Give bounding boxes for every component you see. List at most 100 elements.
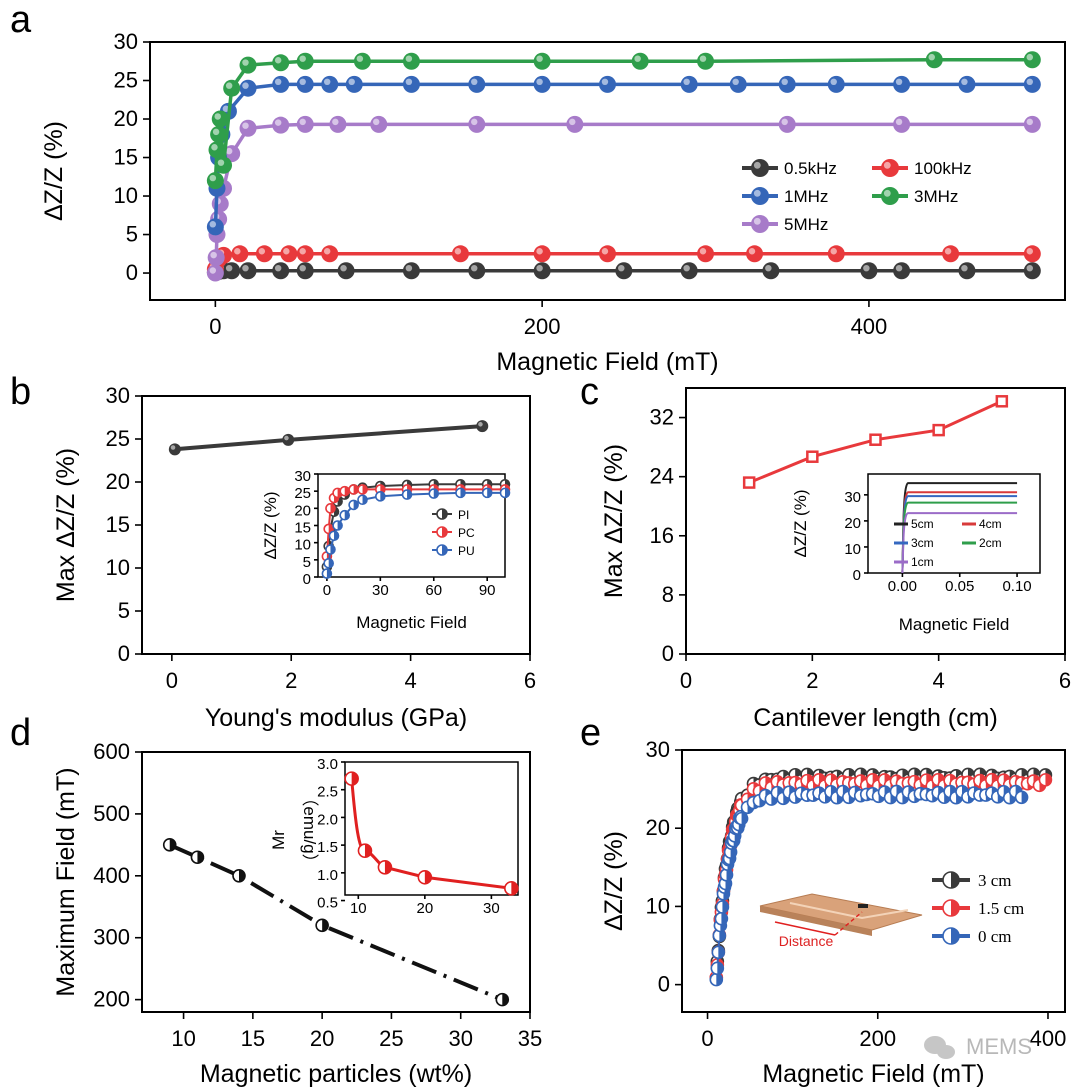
a-point-1-15-body xyxy=(1023,245,1041,263)
a-point-0-10 xyxy=(533,262,551,280)
c-point-1 xyxy=(806,450,819,463)
a-point-4-14-body xyxy=(778,115,796,133)
b-inset-point-2-10 xyxy=(428,488,440,499)
a-point-0-15-shine xyxy=(895,264,903,272)
e-legend-label-1: 1.5 cm xyxy=(978,899,1024,918)
e-distance-arrow xyxy=(774,921,836,936)
a-point-3-4-shine xyxy=(217,159,225,166)
e-x-tick-label: 200 xyxy=(859,1026,896,1051)
c-inset-legend-label-0: 5cm xyxy=(911,517,934,531)
e-point-2-2-half xyxy=(718,946,725,959)
a-point-2-5-shine xyxy=(242,82,249,89)
b-inset-point-1-2 xyxy=(325,503,336,514)
a-x-tick-label: 400 xyxy=(851,314,888,339)
b-inset-y-tick-label: 20 xyxy=(294,502,311,519)
d-inset-y-tick-label: 1.5 xyxy=(317,839,338,856)
b-inset-point-1-1 xyxy=(323,523,334,535)
a-point-2-8-shine xyxy=(323,78,331,86)
d-inset-point-4 xyxy=(504,881,519,896)
a-point-1-7-shine xyxy=(323,248,331,255)
e-point-2-1 xyxy=(710,961,725,976)
d-point-1-half xyxy=(197,851,204,864)
a-point-0-17-shine xyxy=(1026,264,1034,272)
a-point-0-7-body xyxy=(337,262,355,280)
d-inset-point-1-half xyxy=(364,844,372,858)
a-point-2-10-shine xyxy=(405,78,413,86)
a-point-2-18 xyxy=(893,75,911,93)
d-x-tick-label: 25 xyxy=(379,1026,403,1051)
a-point-2-15-shine xyxy=(732,78,739,86)
a-point-1-8-shine xyxy=(454,248,462,255)
a-point-0-14 xyxy=(860,262,878,280)
b-inset-point-2-7 xyxy=(357,494,368,506)
a-x-tick-label: 0 xyxy=(209,314,221,339)
e-point-2-25 xyxy=(734,811,749,826)
b-inset-point-2-6 xyxy=(348,499,359,511)
d-inset-x-tick-label: 30 xyxy=(483,900,500,917)
a-point-3-7 xyxy=(272,54,290,72)
a-point-3-2-body xyxy=(210,125,228,143)
a-point-4-12 xyxy=(468,115,486,133)
d-point-3 xyxy=(315,918,329,933)
a-point-3-14-body xyxy=(925,51,943,69)
a-point-4-10-shine xyxy=(332,118,339,126)
a-point-2-0-shine xyxy=(209,221,217,228)
a-point-2-19-shine xyxy=(961,78,968,86)
b-inset-y-tick-label: 5 xyxy=(303,554,311,571)
b-inset-point-1-5 xyxy=(339,485,351,497)
a-point-3-2-shine xyxy=(212,128,220,136)
a-point-3-6-body xyxy=(239,56,257,74)
a-legend-marker-3-shine xyxy=(883,189,891,197)
a-point-4-7-body xyxy=(239,119,257,137)
d-inset-y-tick-label: 2.0 xyxy=(317,811,338,828)
a-point-2-13-body xyxy=(599,75,616,93)
a-point-0-14-shine xyxy=(863,264,870,272)
b-inset-point-2-4-half xyxy=(337,521,343,530)
b-x-tick-label: 0 xyxy=(166,668,178,693)
c-inset-x-tick-label: 0.05 xyxy=(945,578,974,595)
d-x-axis-title: Magnetic particles (wt%) xyxy=(200,1060,472,1088)
a-point-4-0 xyxy=(206,264,224,282)
e-device-sensor xyxy=(858,904,868,908)
a-point-3-14 xyxy=(925,51,943,69)
a-point-0-9-body xyxy=(468,262,486,280)
a-y-tick-label: 15 xyxy=(114,145,138,170)
a-point-2-14 xyxy=(680,75,698,93)
b-inset-legend-marker-0-half xyxy=(442,509,447,519)
a-point-0-9 xyxy=(468,262,486,280)
d-inset-point-4-half xyxy=(511,881,518,895)
b-inset-legend-marker-2-half xyxy=(442,545,447,555)
c-inset-y-tick-label: 30 xyxy=(844,489,861,506)
e-legend-label-0: 3 cm xyxy=(978,871,1012,890)
a-point-3-3-body xyxy=(211,110,229,128)
a-point-1-12-shine xyxy=(748,248,756,255)
b-inset-point-1-6-half xyxy=(353,484,359,494)
a-point-0-4-shine xyxy=(242,264,249,272)
a-point-1-11 xyxy=(697,245,715,263)
a-point-0-6-body xyxy=(296,262,314,280)
a-point-4-7 xyxy=(239,119,257,137)
a-x-tick-label: 200 xyxy=(524,314,561,339)
a-legend-marker-2-shine xyxy=(753,189,761,197)
e-y-tick-label: 10 xyxy=(646,893,670,918)
a-point-1-6-shine xyxy=(299,248,306,255)
a-point-0-5 xyxy=(272,262,290,280)
a-point-3-7-shine xyxy=(274,57,282,64)
b-inset-legend-label-2: PU xyxy=(458,544,475,558)
b-inset-point-2-2 xyxy=(325,544,336,555)
b-inset-point-2-2-half xyxy=(330,545,335,555)
e-point-2-6-half xyxy=(722,900,729,913)
d-y-tick-label: 400 xyxy=(93,863,130,888)
b-inset-point-1-7 xyxy=(357,484,368,495)
a-point-2-13 xyxy=(599,75,616,93)
a-point-2-10-body xyxy=(402,75,420,93)
a-point-3-11 xyxy=(533,52,551,70)
b-inset-y-tick-label: 25 xyxy=(294,485,311,502)
panel-letter-c: c xyxy=(580,371,599,413)
a-y-tick-label: 0 xyxy=(126,260,138,285)
d-inset-y-tick-label: 0.5 xyxy=(317,895,338,912)
d-y-tick-label: 200 xyxy=(93,987,130,1012)
a-point-3-3 xyxy=(211,110,229,128)
a-point-2-9-body xyxy=(345,75,363,93)
